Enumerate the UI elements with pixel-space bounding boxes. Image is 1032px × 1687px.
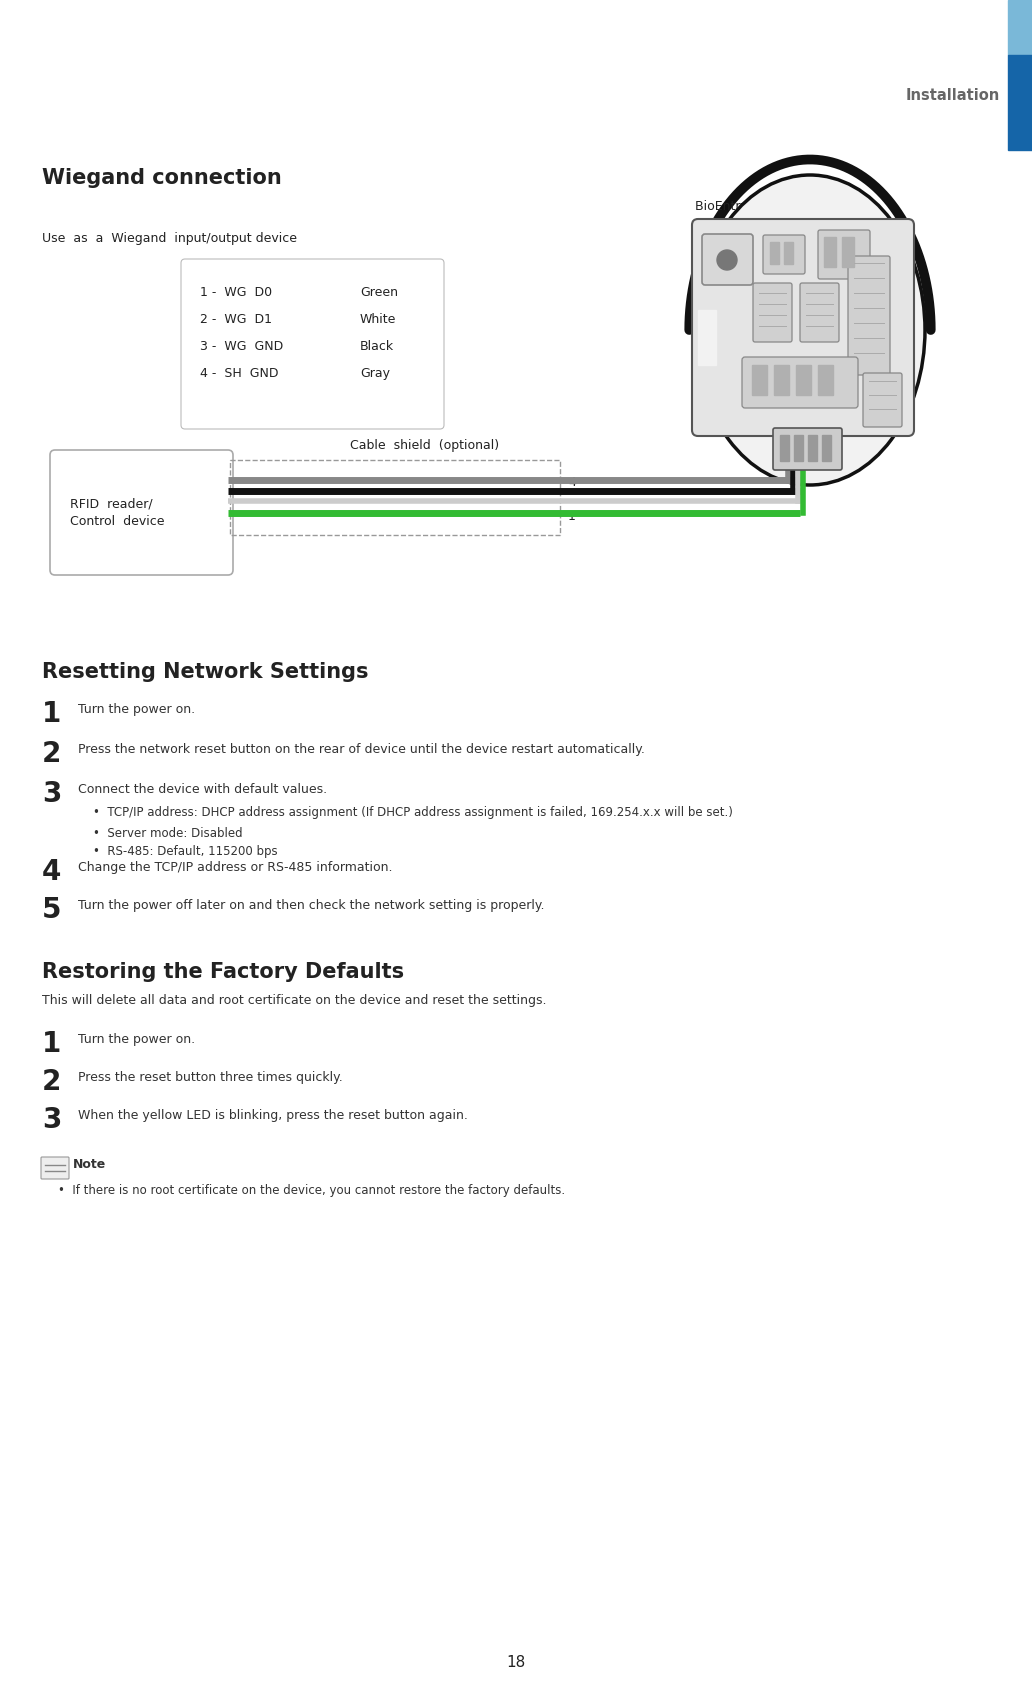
Text: 5: 5 — [42, 896, 62, 924]
Bar — [842, 236, 854, 267]
Text: 2: 2 — [42, 741, 61, 768]
Bar — [780, 435, 789, 461]
FancyBboxPatch shape — [753, 283, 792, 342]
Text: Gray: Gray — [360, 368, 390, 380]
Text: 2: 2 — [42, 1068, 61, 1097]
Text: When the yellow LED is blinking, press the reset button again.: When the yellow LED is blinking, press t… — [78, 1108, 467, 1122]
FancyBboxPatch shape — [818, 229, 870, 278]
Bar — [808, 435, 817, 461]
Text: Turn the power off later on and then check the network setting is properly.: Turn the power off later on and then che… — [78, 899, 545, 913]
FancyBboxPatch shape — [863, 373, 902, 427]
Bar — [794, 435, 803, 461]
Bar — [823, 435, 831, 461]
Text: Cable  shield  (optional): Cable shield (optional) — [350, 439, 499, 452]
Text: 3: 3 — [42, 1107, 61, 1134]
Text: Control  device: Control device — [70, 515, 164, 528]
Bar — [774, 364, 789, 395]
Text: 1 -  WG  D0: 1 - WG D0 — [200, 287, 272, 299]
Text: This will delete all data and root certificate on the device and reset the setti: This will delete all data and root certi… — [42, 994, 547, 1007]
Text: Use  as  a  Wiegand  input/output device: Use as a Wiegand input/output device — [42, 233, 297, 245]
Bar — [752, 364, 767, 395]
Circle shape — [717, 250, 737, 270]
Text: Resetting Network Settings: Resetting Network Settings — [42, 661, 368, 682]
Text: Black: Black — [360, 341, 394, 353]
FancyBboxPatch shape — [800, 283, 839, 342]
Text: 4: 4 — [568, 476, 576, 489]
Text: Press the reset button three times quickly.: Press the reset button three times quick… — [78, 1071, 343, 1085]
Text: RFID  reader/: RFID reader/ — [70, 498, 153, 509]
Text: 1: 1 — [42, 700, 61, 729]
Text: 18: 18 — [507, 1655, 525, 1670]
Text: Press the network reset button on the rear of device until the device restart au: Press the network reset button on the re… — [78, 742, 645, 756]
Text: Change the TCP/IP address or RS-485 information.: Change the TCP/IP address or RS-485 info… — [78, 860, 392, 874]
Bar — [818, 364, 833, 395]
Text: 3 -  WG  GND: 3 - WG GND — [200, 341, 283, 353]
Bar — [230, 461, 560, 535]
Text: Connect the device with default values.: Connect the device with default values. — [78, 783, 327, 796]
Text: Turn the power on.: Turn the power on. — [78, 1032, 195, 1046]
FancyBboxPatch shape — [773, 428, 842, 471]
Text: Restoring the Factory Defaults: Restoring the Factory Defaults — [42, 962, 405, 982]
Text: 1: 1 — [42, 1031, 61, 1058]
FancyBboxPatch shape — [41, 1157, 69, 1179]
Text: Turn the power on.: Turn the power on. — [78, 703, 195, 715]
Text: Wiegand connection: Wiegand connection — [42, 169, 282, 187]
Text: •  Server mode: Disabled: • Server mode: Disabled — [93, 827, 243, 840]
Bar — [1008, 0, 1032, 56]
FancyBboxPatch shape — [742, 358, 858, 408]
Text: 1: 1 — [568, 509, 576, 523]
Text: Installation: Installation — [906, 88, 1000, 103]
Bar — [784, 241, 793, 263]
Text: •  If there is no root certificate on the device, you cannot restore the factory: • If there is no root certificate on the… — [58, 1184, 566, 1198]
Text: BioEntry  P2: BioEntry P2 — [695, 201, 771, 213]
Text: Note: Note — [73, 1157, 106, 1171]
Ellipse shape — [695, 175, 925, 484]
Text: 4: 4 — [42, 859, 61, 886]
Bar — [1008, 56, 1032, 150]
Text: •  RS-485: Default, 115200 bps: • RS-485: Default, 115200 bps — [93, 845, 278, 859]
Bar — [796, 364, 811, 395]
FancyBboxPatch shape — [181, 260, 444, 428]
Bar — [770, 241, 779, 263]
Text: 2 -  WG  D1: 2 - WG D1 — [200, 314, 272, 326]
Text: White: White — [360, 314, 396, 326]
Text: 3: 3 — [42, 779, 61, 808]
Text: 4 -  SH  GND: 4 - SH GND — [200, 368, 279, 380]
Text: Green: Green — [360, 287, 398, 299]
FancyBboxPatch shape — [692, 219, 914, 435]
FancyBboxPatch shape — [702, 234, 753, 285]
FancyBboxPatch shape — [763, 234, 805, 273]
FancyBboxPatch shape — [848, 256, 890, 375]
FancyBboxPatch shape — [50, 450, 233, 575]
Bar — [824, 236, 836, 267]
Bar — [698, 310, 716, 364]
Text: •  TCP/IP address: DHCP address assignment (If DHCP address assignment is failed: • TCP/IP address: DHCP address assignmen… — [93, 806, 733, 818]
